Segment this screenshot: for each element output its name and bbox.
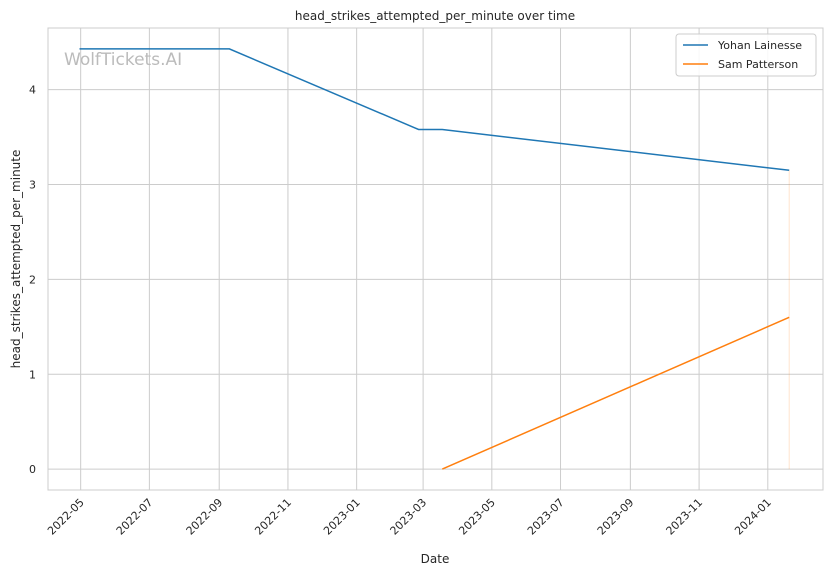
y-axis-ticks: 0 1 2 3 4 bbox=[29, 84, 36, 476]
x-tick-label: 2022-05 bbox=[45, 496, 87, 538]
x-tick-label: 2023-07 bbox=[525, 496, 567, 538]
y-axis-label: head_strikes_attempted_per_minute bbox=[9, 150, 23, 369]
y-tick-label: 3 bbox=[29, 179, 36, 192]
x-tick-label: 2022-11 bbox=[252, 496, 294, 538]
x-tick-label: 2023-01 bbox=[321, 496, 363, 538]
x-tick-label: 2024-01 bbox=[732, 496, 774, 538]
series-line-yohan-lainesse bbox=[79, 48, 790, 172]
series-line-sam-patterson bbox=[441, 316, 790, 470]
x-tick-label: 2023-05 bbox=[456, 496, 498, 538]
y-tick-label: 1 bbox=[29, 368, 36, 381]
series-layer bbox=[79, 48, 790, 470]
legend-label: Sam Patterson bbox=[718, 58, 798, 71]
legend-box bbox=[675, 33, 817, 77]
plot-frame bbox=[47, 27, 824, 491]
x-tick-label: 2022-09 bbox=[184, 496, 226, 538]
legend: Yohan Lainesse Sam Patterson bbox=[675, 33, 817, 77]
y-tick-label: 4 bbox=[29, 84, 36, 97]
x-tick-label: 2023-11 bbox=[664, 496, 706, 538]
y-tick-label: 2 bbox=[29, 273, 36, 286]
x-tick-label: 2023-09 bbox=[595, 496, 637, 538]
grid-lines bbox=[48, 28, 823, 490]
watermark: WolfTickets.AI bbox=[64, 50, 182, 70]
y-tick-label: 0 bbox=[29, 463, 36, 476]
x-tick-label: 2022-07 bbox=[114, 496, 156, 538]
x-axis-label: Date bbox=[421, 552, 450, 566]
x-tick-label: 2023-03 bbox=[388, 496, 430, 538]
chart-title: head_strikes_attempted_per_minute over t… bbox=[295, 9, 575, 23]
x-axis-ticks: 2022-05 2022-07 2022-09 2022-11 2023-01 2023-… bbox=[45, 496, 774, 538]
legend-label: Yohan Lainesse bbox=[717, 39, 802, 52]
